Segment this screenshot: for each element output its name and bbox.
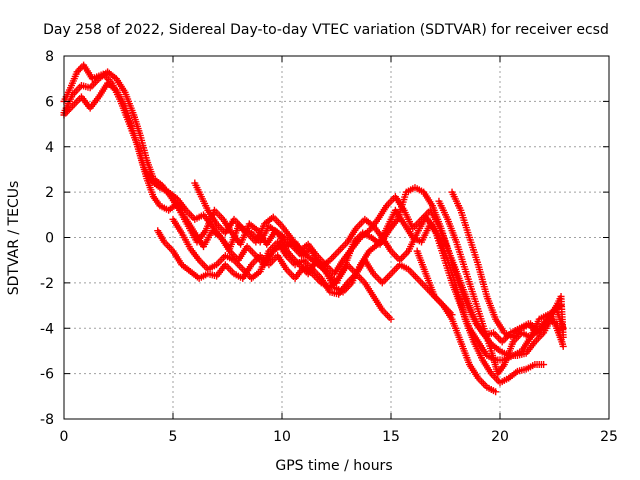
y-tick-label: 2: [45, 185, 54, 201]
data-series: [60, 61, 567, 396]
data-point: [559, 333, 567, 341]
x-tick-label: 10: [273, 429, 291, 445]
y-tick-label: 0: [45, 231, 54, 247]
x-tick-label: 15: [382, 429, 400, 445]
chart-title: Day 258 of 2022, Sidereal Day-to-day VTE…: [43, 22, 609, 38]
y-tick-label: 6: [45, 94, 54, 110]
y-tick-label: -2: [40, 276, 54, 292]
data-point: [540, 361, 548, 369]
y-tick-label: 8: [45, 49, 54, 65]
data-point: [559, 342, 567, 350]
axis-ticks: 0 5 10 15 20 25 -8 -6 -4 -2 0 2 4 6 8: [40, 49, 618, 445]
y-tick-label: -4: [40, 321, 54, 337]
x-tick-label: 5: [169, 429, 178, 445]
y-axis-label: SDTVAR / TECUs: [6, 181, 22, 296]
x-axis-label: GPS time / hours: [275, 458, 392, 474]
series-trace-9: [413, 247, 500, 396]
x-tick-label: 20: [491, 429, 509, 445]
data-point: [387, 315, 395, 323]
x-tick-label: 0: [60, 429, 69, 445]
series-trace-6: [191, 179, 567, 364]
grid: [64, 56, 609, 419]
x-tick-label: 25: [600, 429, 618, 445]
data-point: [492, 388, 500, 396]
y-tick-label: -8: [40, 412, 54, 428]
series-trace-7: [435, 197, 567, 378]
series-trace-1: [60, 61, 565, 359]
series-trace-8: [448, 188, 567, 341]
y-tick-label: -6: [40, 367, 54, 383]
y-tick-label: 4: [45, 140, 54, 156]
